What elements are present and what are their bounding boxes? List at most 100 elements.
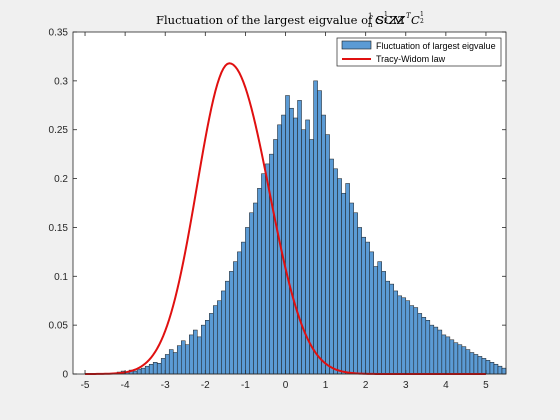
histogram-bar [401, 297, 407, 375]
histogram-bar [497, 365, 503, 375]
histogram-bar [385, 280, 390, 375]
histogram-bar [156, 363, 162, 375]
histogram-bar [313, 80, 318, 375]
histogram-bar [389, 283, 394, 375]
legend-label-tw: Tracy-Widom law [376, 54, 446, 64]
chart-title-frac-den: n [368, 21, 373, 29]
histogram-bar [377, 261, 382, 375]
chart-title: Fluctuation of the largest eigvalue of S… [156, 11, 424, 29]
histogram-bar [205, 320, 210, 375]
histogram-bar [160, 358, 166, 375]
histogram-bar [233, 261, 238, 375]
histogram-bar [197, 336, 202, 375]
histogram-bar [289, 107, 294, 375]
chart-title-half-den-2: 2 [420, 18, 424, 25]
histogram-bar [397, 295, 403, 375]
histogram-bar [409, 305, 415, 375]
x-axis-ticks: -5 -4 -3 -2 -1 0 1 2 3 4 5 [81, 32, 489, 391]
histogram-bar [329, 158, 334, 375]
histogram-bar [333, 168, 338, 375]
histogram-bar [349, 202, 354, 375]
histogram-bar [144, 365, 150, 375]
y-tick-label: 0.25 [49, 125, 69, 136]
histogram-bar [469, 352, 475, 375]
histogram-bar [209, 313, 214, 375]
histogram-bar [449, 339, 455, 375]
histogram-bar [413, 307, 419, 375]
histogram-bar [417, 313, 423, 375]
histogram-bar [189, 334, 194, 375]
chart-title-main: Fluctuation of the largest eigvalue of S… [156, 13, 405, 27]
x-tick-label: 1 [323, 380, 329, 391]
y-tick-label: 0 [62, 370, 68, 381]
histogram-bar [345, 183, 350, 375]
histogram-bar [265, 163, 270, 375]
histogram-bar [257, 188, 262, 375]
histogram-bar [293, 117, 298, 375]
histogram-bar [489, 362, 495, 375]
histogram-bar [132, 370, 138, 375]
histogram-bar [341, 192, 346, 375]
x-tick-label: -2 [201, 380, 210, 391]
histogram-bar [301, 129, 306, 375]
histogram-bar [269, 153, 274, 375]
histogram-bar [381, 271, 386, 375]
histogram-bar [201, 324, 206, 375]
histogram-bar [185, 344, 190, 375]
histogram-bar [321, 114, 326, 375]
histogram-bar [172, 352, 178, 375]
histogram-bar [357, 227, 362, 375]
histogram-bar [164, 354, 170, 375]
histogram-bar [493, 363, 499, 375]
histogram-bar [152, 362, 158, 375]
legend-label-histogram: Fluctuation of largest eigvalue [376, 41, 496, 51]
histogram-bar [421, 317, 427, 375]
chart-title-half-num: 1 [384, 11, 388, 18]
x-tick-label: 0 [283, 380, 289, 391]
histogram-bar [405, 300, 411, 375]
histogram-bar [285, 95, 290, 375]
histogram-bar [353, 212, 358, 375]
chart-title-half-num-2: 1 [420, 11, 424, 18]
histogram-bar [437, 329, 443, 375]
x-tick-label: -3 [161, 380, 170, 391]
x-tick-label: -4 [121, 380, 130, 391]
histogram-bar [253, 202, 258, 375]
histogram-bar [457, 344, 463, 375]
legend: Fluctuation of largest eigvalue Tracy-Wi… [336, 37, 502, 67]
histogram-bar [441, 334, 447, 375]
histogram-bar [273, 139, 278, 375]
chart-title-math-c1: C [375, 13, 384, 27]
chart-title-math-c2: C [411, 13, 420, 27]
histogram-bar [361, 236, 366, 375]
x-tick-label: -1 [241, 380, 250, 391]
histogram-bar [425, 320, 431, 375]
histogram-bar [168, 349, 174, 375]
chart-title-half-den: 2 [384, 18, 388, 25]
histogram-bar [369, 251, 374, 375]
histogram-bar [217, 300, 222, 375]
histogram-bar [148, 363, 154, 375]
histogram-bar [213, 305, 218, 375]
histogram-bar [281, 114, 286, 375]
y-tick-label: 0.3 [54, 76, 68, 87]
histogram-bar [473, 354, 479, 375]
y-tick-label: 0.2 [54, 174, 68, 185]
chart-title-frac-num: 1 [368, 12, 372, 20]
histogram-bar [261, 173, 266, 375]
x-tick-label: 5 [483, 380, 489, 391]
histogram-bar [229, 271, 234, 375]
axes-box [72, 31, 507, 375]
y-tick-label: 0.05 [49, 321, 69, 332]
histogram-bar [461, 346, 467, 375]
histogram-bar [337, 178, 342, 375]
histogram-bar [249, 212, 254, 375]
histogram-bar [373, 266, 378, 375]
histogram-bar [317, 90, 322, 375]
y-axis-ticks: 0 0.05 0.1 0.15 0.2 0.25 0.3 0.35 [49, 28, 506, 381]
histogram-bar [136, 368, 142, 375]
histogram-bar [297, 100, 302, 375]
histogram-bar [465, 349, 471, 375]
